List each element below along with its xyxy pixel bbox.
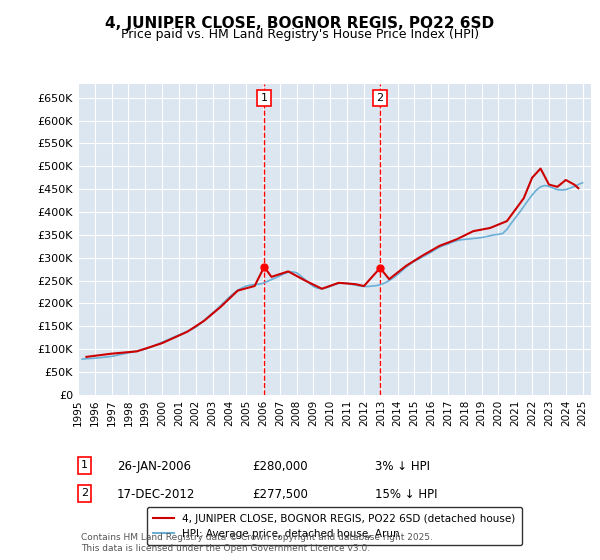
Legend: 4, JUNIPER CLOSE, BOGNOR REGIS, PO22 6SD (detached house), HPI: Average price, d: 4, JUNIPER CLOSE, BOGNOR REGIS, PO22 6SD… <box>147 507 522 545</box>
Text: Price paid vs. HM Land Registry's House Price Index (HPI): Price paid vs. HM Land Registry's House … <box>121 28 479 41</box>
Text: 15% ↓ HPI: 15% ↓ HPI <box>375 488 437 501</box>
Text: 4, JUNIPER CLOSE, BOGNOR REGIS, PO22 6SD: 4, JUNIPER CLOSE, BOGNOR REGIS, PO22 6SD <box>106 16 494 31</box>
Text: 2: 2 <box>81 488 88 498</box>
Text: 26-JAN-2006: 26-JAN-2006 <box>117 460 191 473</box>
Text: 17-DEC-2012: 17-DEC-2012 <box>117 488 196 501</box>
Text: 2: 2 <box>377 93 383 103</box>
Text: £280,000: £280,000 <box>252 460 308 473</box>
Text: Contains HM Land Registry data © Crown copyright and database right 2025.
This d: Contains HM Land Registry data © Crown c… <box>81 533 433 553</box>
Text: 3% ↓ HPI: 3% ↓ HPI <box>375 460 430 473</box>
Text: £277,500: £277,500 <box>252 488 308 501</box>
Text: 1: 1 <box>260 93 268 103</box>
Text: 1: 1 <box>81 460 88 470</box>
